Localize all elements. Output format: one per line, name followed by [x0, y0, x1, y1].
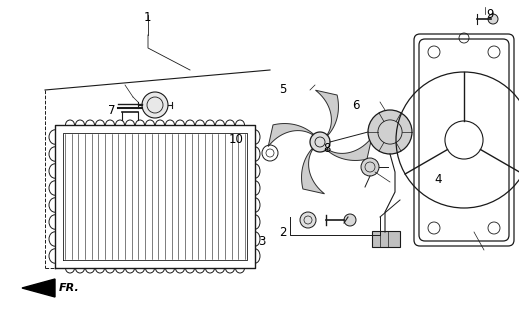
Polygon shape: [22, 279, 55, 297]
Polygon shape: [268, 124, 313, 147]
Text: 3: 3: [258, 235, 266, 248]
Circle shape: [344, 214, 356, 226]
Circle shape: [142, 92, 168, 118]
Circle shape: [488, 14, 498, 24]
Text: 1: 1: [144, 11, 152, 24]
Text: 2: 2: [279, 226, 286, 238]
Text: 6: 6: [352, 99, 359, 112]
Text: 7: 7: [108, 104, 115, 117]
Circle shape: [368, 110, 412, 154]
Text: 9: 9: [487, 8, 494, 21]
Circle shape: [300, 212, 316, 228]
Polygon shape: [316, 90, 338, 136]
Text: 8: 8: [323, 142, 331, 155]
Circle shape: [361, 158, 379, 176]
Polygon shape: [302, 148, 324, 194]
Polygon shape: [326, 138, 372, 160]
Text: 10: 10: [229, 133, 243, 146]
Circle shape: [310, 132, 330, 152]
Text: 5: 5: [279, 83, 286, 96]
Text: 4: 4: [435, 173, 442, 186]
Text: FR.: FR.: [59, 283, 80, 293]
Bar: [372, 231, 400, 247]
